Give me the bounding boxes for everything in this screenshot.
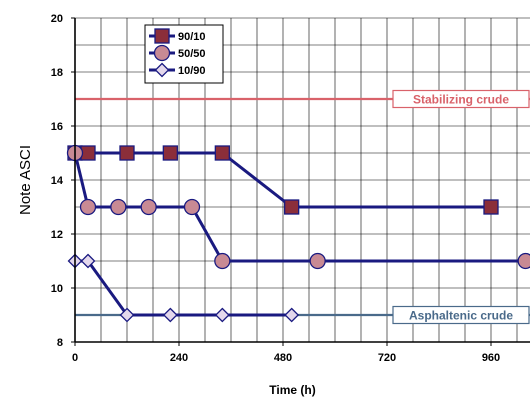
- y-axis-label: Note ASCI: [17, 145, 34, 215]
- data-point-50-50: [518, 254, 530, 269]
- data-point-50-50: [310, 254, 325, 269]
- legend: 90/10 50/50 10/90: [145, 25, 223, 83]
- legend-label-50-50: 50/50: [178, 48, 206, 60]
- reference-label-asphaltenic-crude: Asphaltenic crude: [409, 309, 513, 323]
- x-axis-label: Time (h): [269, 383, 315, 397]
- data-point-90-10: [163, 146, 177, 160]
- data-point-90-10: [285, 200, 299, 214]
- x-tick-label: 240: [170, 352, 188, 364]
- legend-marker-50-50: [155, 46, 170, 61]
- x-tick-label: 960: [482, 352, 500, 364]
- legend-label-10-90: 10/90: [178, 65, 206, 77]
- reference-label-stabilizing-crude: Stabilizing crude: [413, 93, 509, 107]
- data-point-50-50: [81, 200, 96, 215]
- data-point-50-50: [141, 200, 156, 215]
- y-tick-label: 18: [51, 67, 63, 79]
- data-point-50-50: [111, 200, 126, 215]
- y-tick-label: 8: [57, 337, 63, 349]
- y-tick-label: 20: [51, 13, 63, 25]
- x-tick-label: 720: [378, 352, 396, 364]
- data-point-90-10: [484, 200, 498, 214]
- data-point-90-10: [120, 146, 134, 160]
- y-tick-label: 14: [51, 175, 64, 187]
- y-tick-label: 12: [51, 229, 63, 241]
- x-tick-label: 480: [274, 352, 292, 364]
- legend-label-90-10: 90/10: [178, 31, 206, 43]
- data-point-90-10: [215, 146, 229, 160]
- legend-marker-90-10: [155, 29, 169, 43]
- data-point-50-50: [215, 254, 230, 269]
- y-tick-label: 16: [51, 121, 63, 133]
- data-point-50-50: [185, 200, 200, 215]
- y-tick-label: 10: [51, 283, 63, 295]
- x-tick-label: 0: [72, 352, 78, 364]
